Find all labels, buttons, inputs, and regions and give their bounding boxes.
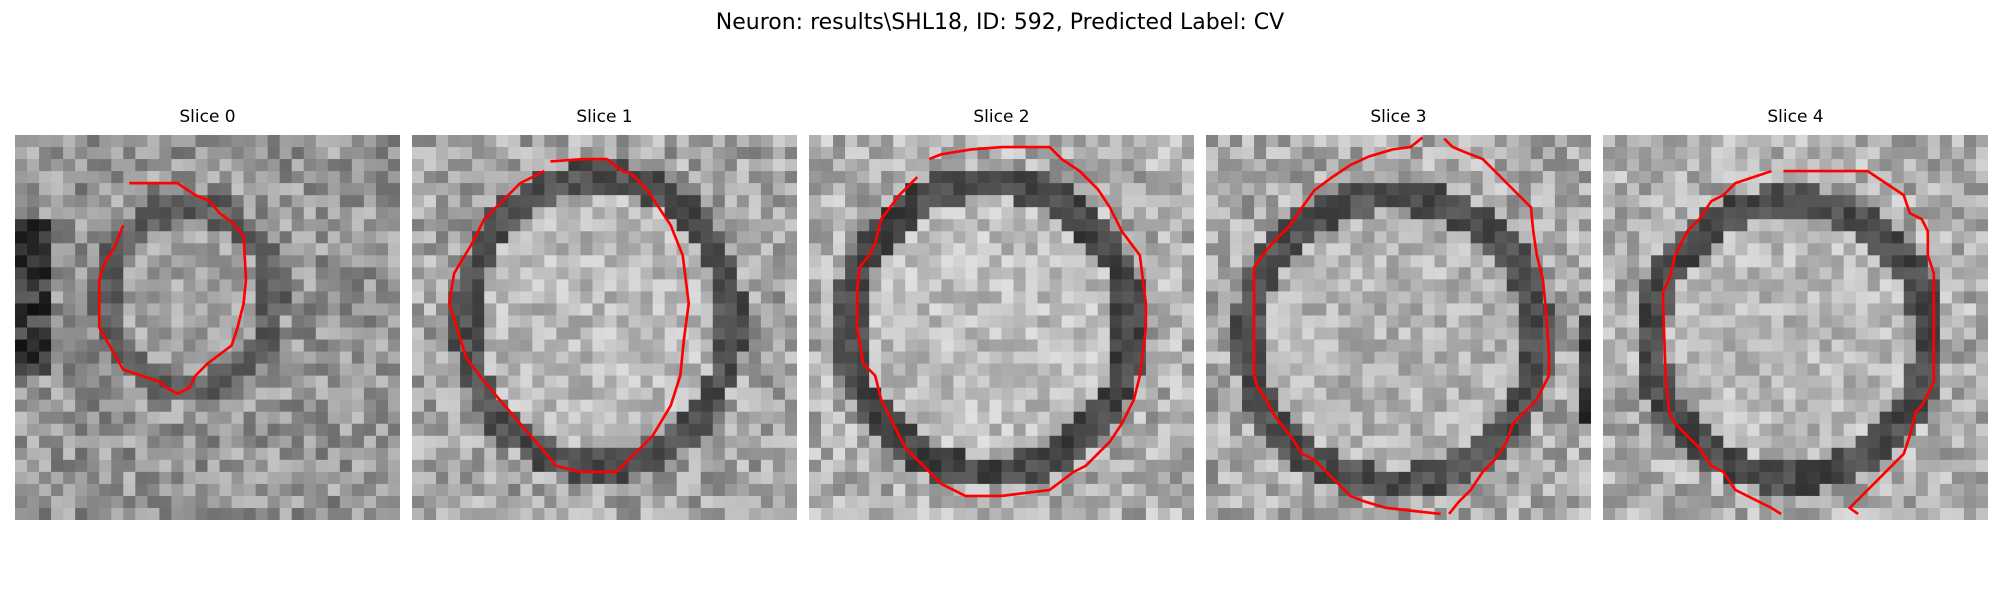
pixel-grid (15, 135, 400, 520)
slice-title: Slice 1 (576, 107, 633, 127)
slice-title: Slice 2 (973, 107, 1030, 127)
slice-image (412, 135, 797, 520)
segmentation-contour-secondary (1661, 169, 1782, 516)
slice-image (1603, 135, 1988, 520)
pixel-grid (809, 135, 1194, 520)
slice-title: Slice 0 (179, 107, 236, 127)
slice-image (809, 135, 1194, 520)
segmentation-contour (855, 145, 1148, 498)
slice-image (1206, 135, 1591, 520)
segmentation-contour (447, 157, 691, 474)
segmentation-contour (1252, 136, 1441, 516)
pixel-grid (412, 135, 797, 520)
pixel-grid (1206, 135, 1591, 520)
slice-panel-4: Slice 4 (1603, 105, 1988, 520)
slice-panel-1: Slice 1 (412, 105, 797, 520)
slice-panel-0: Slice 0 (15, 105, 400, 520)
slice-panel-3: Slice 3 (1206, 105, 1591, 520)
segmentation-contour-secondary (1443, 137, 1551, 515)
slice-title: Slice 3 (1370, 107, 1427, 127)
slice-title: Slice 4 (1767, 107, 1824, 127)
slice-panel-2: Slice 2 (809, 105, 1194, 520)
slice-image (15, 135, 400, 520)
segmentation-contour (1783, 169, 1936, 516)
segmentation-contour (97, 181, 248, 395)
figure-title: Neuron: results\SHL18, ID: 592, Predicte… (715, 10, 1285, 35)
pixel-grid (1603, 135, 1988, 520)
